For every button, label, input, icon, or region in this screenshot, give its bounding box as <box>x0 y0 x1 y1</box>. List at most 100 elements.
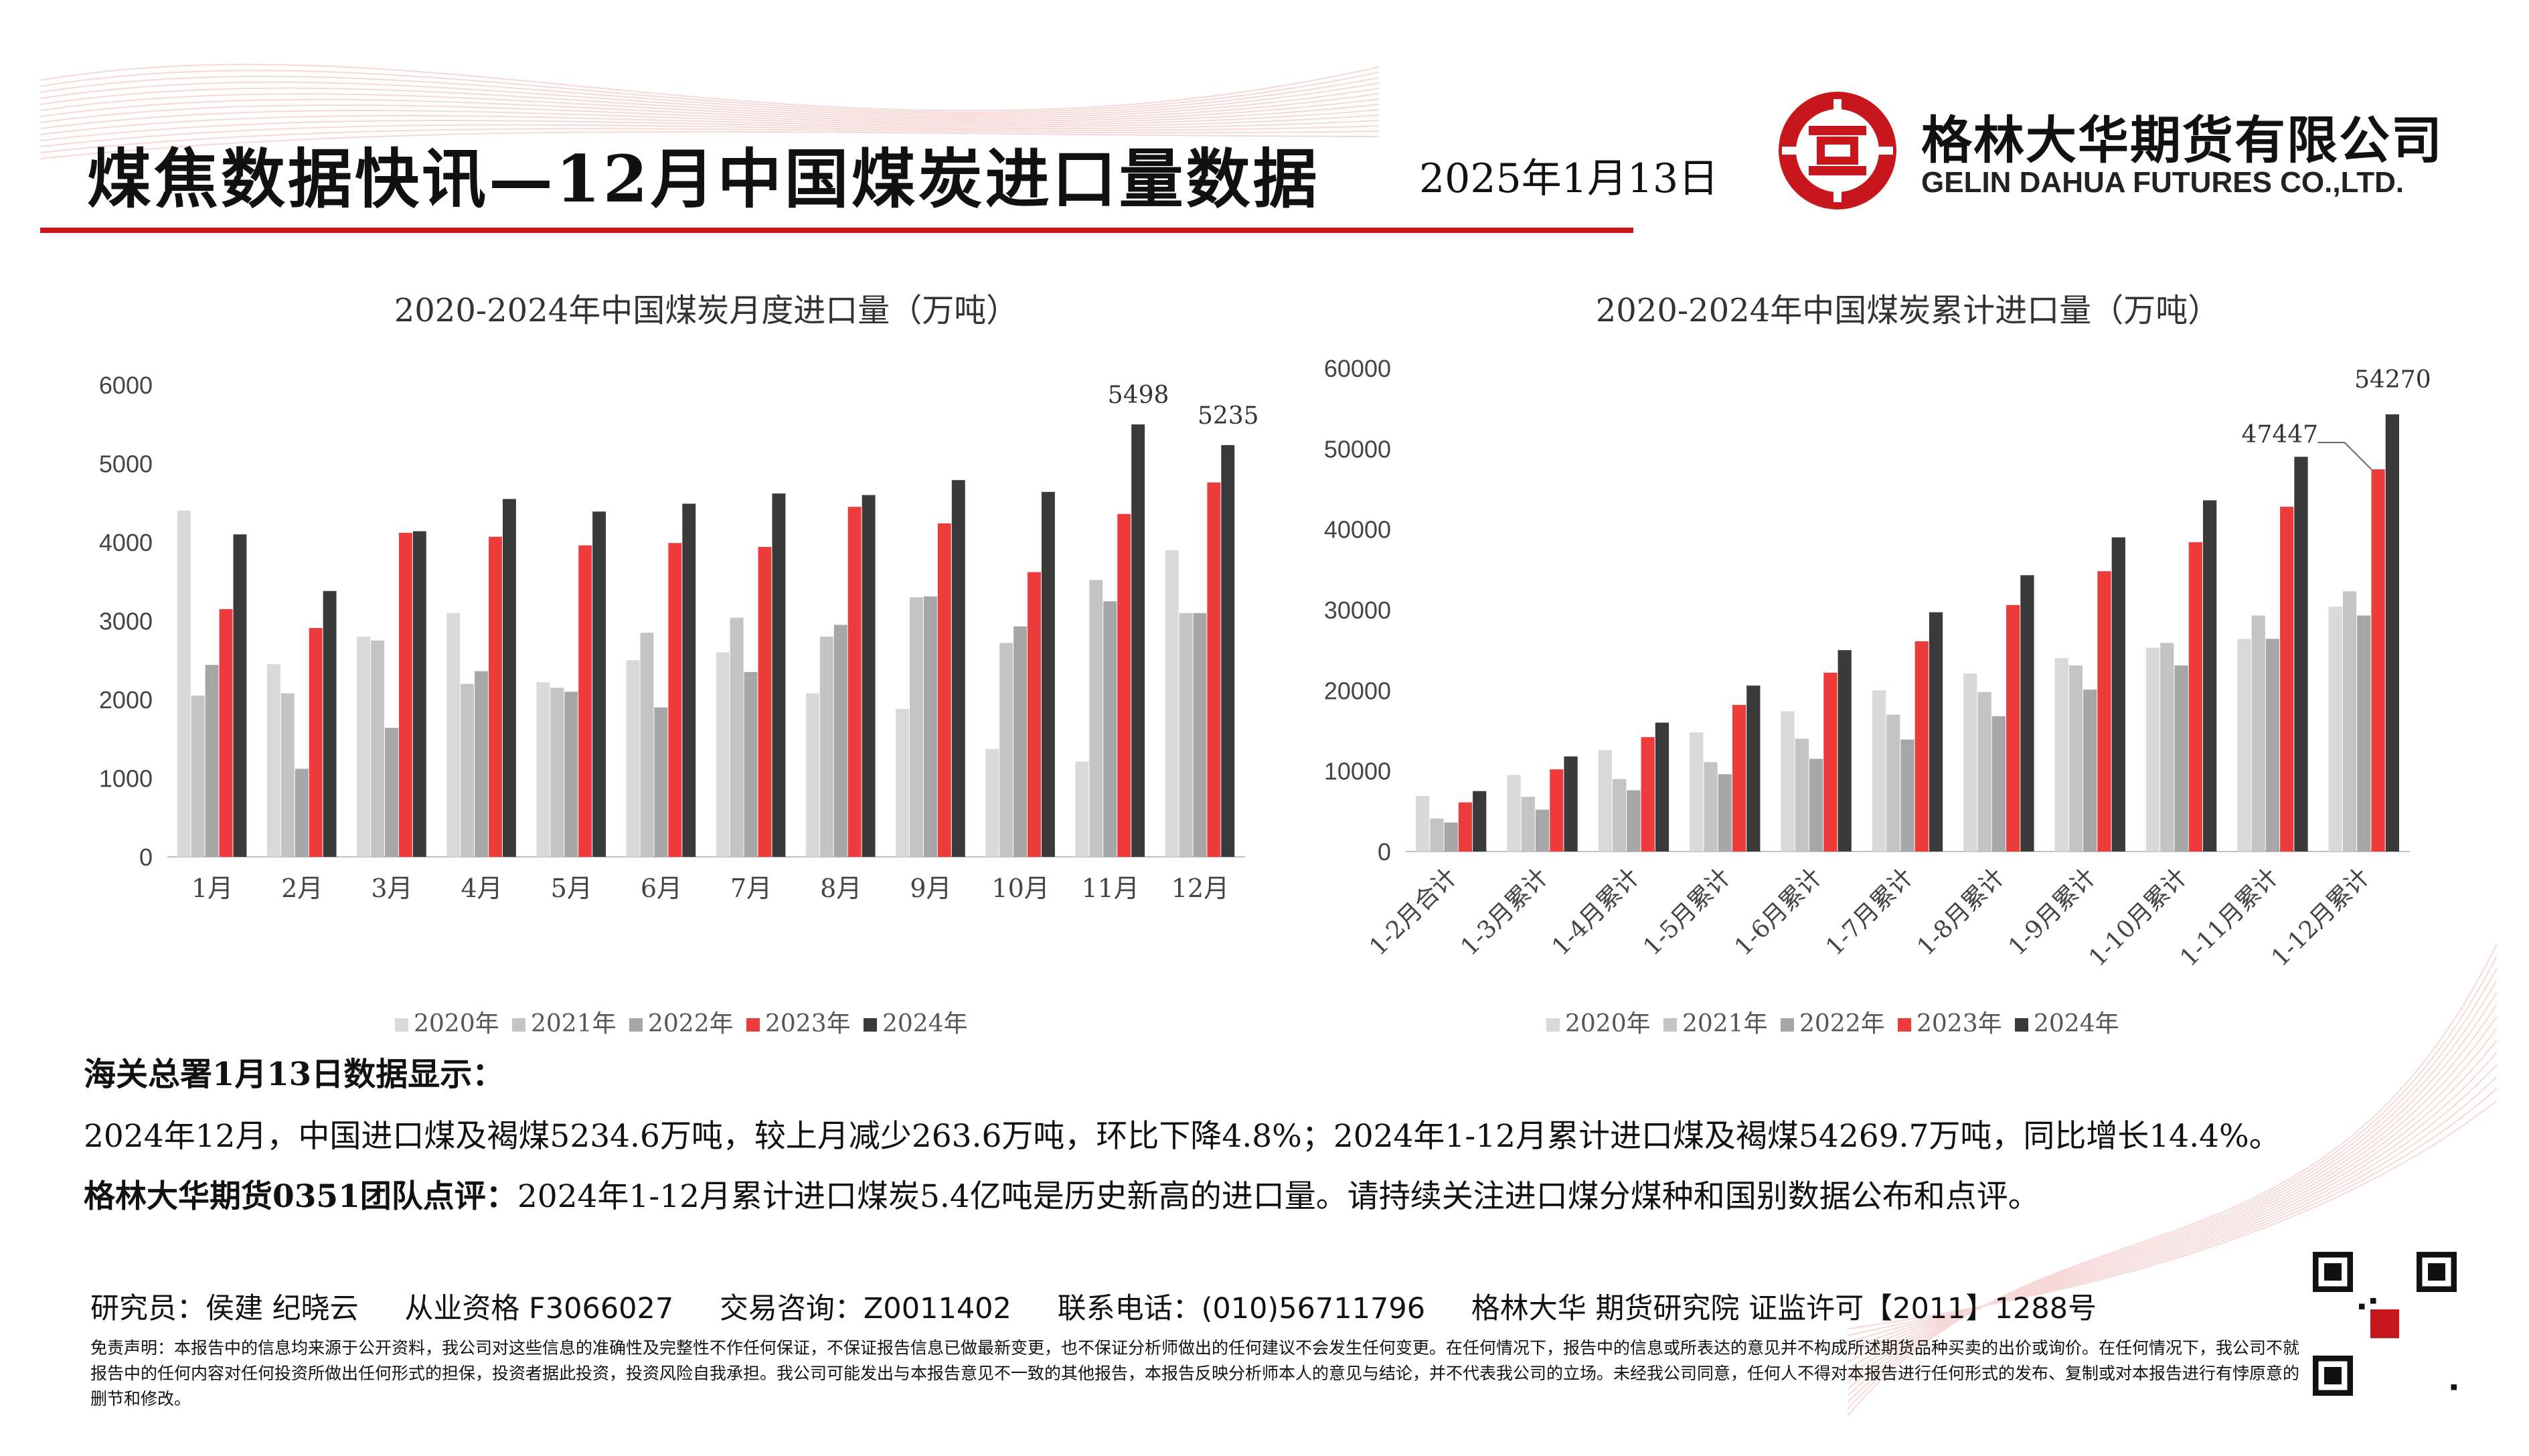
bar-2023年-1-7月累计 <box>1914 641 1929 852</box>
bar-2020年-1-8月累计 <box>1963 673 1977 852</box>
x-tick-label: 5月 <box>551 874 592 903</box>
wave-line-top <box>40 76 1380 115</box>
x-tick-label: 1-3月累计 <box>1456 863 1554 961</box>
title-underline <box>40 228 1633 233</box>
bar-2024年-11月 <box>1131 424 1145 857</box>
qr-finder-core <box>2428 1263 2445 1281</box>
qr-finder-core <box>2324 1367 2342 1384</box>
legend-swatch <box>629 1018 643 1032</box>
bar-2022年-1-11月累计 <box>2265 639 2280 852</box>
bar-2022年-11月 <box>1103 601 1117 857</box>
bar-2022年-1-5月累计 <box>1718 774 1732 852</box>
bar-2024年-10月 <box>1041 491 1055 857</box>
bar-2020年-7月 <box>716 652 730 857</box>
y-tick-label: 20000 <box>1324 677 1391 704</box>
legend-swatch <box>746 1018 760 1032</box>
bar-2023年-1-10月累计 <box>2188 542 2202 852</box>
bar-2022年-9月 <box>923 596 937 857</box>
bar-2022年-4月 <box>475 671 489 857</box>
team-comment-text: 2024年1-12月累计进口煤炭5.4亿吨是历史新高的进口量。请持续关注进口煤分… <box>517 1178 2040 1215</box>
bar-2020年-11月 <box>1075 761 1089 857</box>
x-tick-label: 1-4月累计 <box>1547 863 1645 961</box>
x-tick-label: 6月 <box>641 874 682 903</box>
company-name-cn: 格林大华期货有限公司 <box>1921 110 2443 170</box>
data-label: 5498 <box>1108 382 1169 409</box>
bar-2024年-1-11月累计 <box>2294 457 2308 852</box>
legend-swatch <box>1898 1018 1911 1032</box>
bar-2022年-1-12月累计 <box>2357 615 2371 852</box>
bar-2021年-3月 <box>371 640 384 857</box>
team-comment: 格林大华期货0351团队点评：2024年1-12月累计进口煤炭5.4亿吨是历史新… <box>84 1170 2040 1216</box>
bar-2020年-12月 <box>1165 550 1179 857</box>
bar-2024年-3月 <box>412 531 426 857</box>
wave-line-top <box>40 98 1380 123</box>
bar-2024年-1-8月累计 <box>2020 575 2034 852</box>
legend-swatch <box>512 1018 525 1032</box>
bar-2022年-12月 <box>1193 613 1207 857</box>
customs-data-text: 2024年12月，中国进口煤及褐煤5234.6万吨，较上月减少263.6万吨，环… <box>84 1118 2281 1155</box>
y-tick-label: 0 <box>1378 838 1391 866</box>
qr-module <box>2451 1384 2457 1390</box>
legend-label: 2022年 <box>648 1010 734 1038</box>
bar-2024年-1-2月合计 <box>1473 791 1487 852</box>
legend-label: 2020年 <box>1565 1010 1651 1038</box>
report-title: 煤焦数据快讯—12月中国煤炭进口量数据 <box>87 141 1320 217</box>
bar-2024年-1-4月累计 <box>1655 722 1669 852</box>
bar-2023年-1-3月累计 <box>1550 769 1564 852</box>
wave-line-top <box>40 81 1380 117</box>
bar-2024年-7月 <box>772 493 786 857</box>
bar-2021年-1-5月累计 <box>1704 762 1718 852</box>
bar-2020年-6月 <box>626 660 640 857</box>
bar-2020年-1-7月累计 <box>1872 690 1886 852</box>
x-tick-label: 1-10月累计 <box>2084 863 2193 972</box>
bar-2022年-1-2月合计 <box>1444 822 1458 852</box>
bar-2022年-1-9月累计 <box>2083 690 2097 852</box>
bar-2023年-1-8月累计 <box>2006 604 2020 852</box>
y-tick-label: 1000 <box>99 765 153 793</box>
bar-2024年-9月 <box>951 480 965 857</box>
legend-label: 2024年 <box>882 1010 968 1038</box>
x-tick-label: 4月 <box>461 874 502 903</box>
wave-line-top <box>40 64 1380 112</box>
bar-2023年-6月 <box>668 543 682 857</box>
bar-2023年-1-4月累计 <box>1641 737 1655 852</box>
x-tick-label: 1-9月累计 <box>2004 863 2101 961</box>
bar-2021年-1-7月累计 <box>1886 714 1900 852</box>
bar-2023年-1-5月累计 <box>1732 704 1746 852</box>
x-tick-label: 1-7月累计 <box>1821 863 1919 961</box>
bar-2024年-1-7月累计 <box>1929 612 1943 852</box>
bar-2024年-5月 <box>592 511 606 857</box>
legend-swatch <box>2015 1018 2028 1032</box>
legend-label: 2023年 <box>765 1010 851 1038</box>
bar-2021年-1-11月累计 <box>2251 615 2265 852</box>
monthly-import-chart: 2020-2024年中国煤炭月度进口量（万吨） 0 1000 2000 3000 4000… <box>54 241 1312 1044</box>
bar-2021年-2月 <box>280 693 295 857</box>
bar-2021年-1月 <box>191 696 205 857</box>
legend-label: 2021年 <box>1682 1010 1768 1038</box>
bar-2023年-9月 <box>937 523 951 857</box>
bar-2023年-5月 <box>578 545 592 857</box>
bar-2020年-1-6月累计 <box>1781 711 1795 852</box>
x-tick-label: 12月 <box>1171 874 1229 903</box>
data-label: 47447 <box>2242 421 2319 449</box>
legend-label: 2023年 <box>1916 1010 2002 1038</box>
consult-number: 交易咨询：Z0011402 <box>719 1292 1011 1325</box>
bar-2022年-1-6月累计 <box>1809 758 1823 852</box>
bar-2023年-1-9月累计 <box>2097 571 2111 852</box>
x-tick-label: 10月 <box>991 874 1049 903</box>
x-tick-label: 1-12月累计 <box>2267 863 2376 972</box>
customs-data-heading: 海关总署1月13日数据显示： <box>84 1056 505 1093</box>
bar-2021年-1-2月合计 <box>1430 818 1444 852</box>
bar-2021年-7月 <box>730 617 744 857</box>
y-tick-label: 50000 <box>1324 435 1391 463</box>
x-tick-label: 1月 <box>191 874 233 903</box>
legend-label: 2024年 <box>2034 1010 2119 1038</box>
bar-2020年-1-4月累计 <box>1598 750 1612 852</box>
legend-swatch <box>864 1018 877 1032</box>
bar-2020年-2月 <box>266 664 280 857</box>
bar-2020年-10月 <box>985 749 999 857</box>
bar-2024年-1-9月累计 <box>2111 537 2125 852</box>
bar-2024年-1-6月累计 <box>1838 650 1852 852</box>
bar-2021年-1-8月累计 <box>1977 692 1991 852</box>
bar-2020年-8月 <box>805 693 819 857</box>
